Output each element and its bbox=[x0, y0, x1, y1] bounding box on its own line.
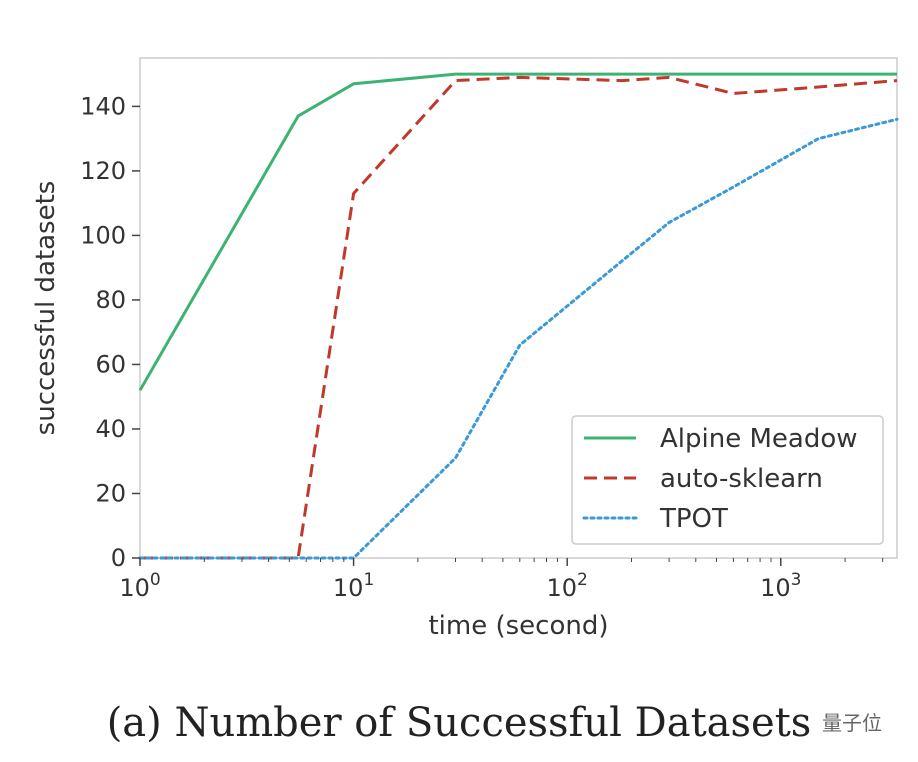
y-tick-label: 40 bbox=[95, 415, 126, 443]
y-tick-label: 140 bbox=[80, 92, 126, 120]
legend-label-alpine-meadow: Alpine Meadow bbox=[660, 424, 858, 454]
y-tick-label: 20 bbox=[95, 479, 126, 507]
legend-label-auto-sklearn: auto-sklearn bbox=[660, 464, 823, 494]
legend-label-tpot: TPOT bbox=[659, 504, 728, 534]
y-tick-label: 100 bbox=[80, 221, 126, 249]
y-tick-label: 60 bbox=[95, 350, 126, 378]
x-tick-label: 103 bbox=[760, 570, 801, 602]
x-axis-label: time (second) bbox=[428, 611, 608, 641]
x-axis-ticks: 100 101 102 103 bbox=[119, 558, 884, 602]
x-tick-label: 101 bbox=[333, 570, 374, 602]
y-tick-label: 80 bbox=[95, 286, 126, 314]
plot-frame bbox=[139, 57, 898, 559]
series-line-tpot bbox=[138, 117, 899, 560]
x-tick-label: 102 bbox=[547, 570, 588, 602]
watermark-text: 量子位 bbox=[822, 711, 882, 735]
figure-caption: (a) Number of Successful Datasets bbox=[107, 700, 812, 746]
series-line-alpine-meadow bbox=[138, 72, 897, 392]
y-axis-ticks: 0 20 40 60 80 100 120 140 bbox=[80, 92, 140, 572]
series-layer bbox=[138, 72, 899, 560]
legend: Alpine Meadow auto-sklearn TPOT bbox=[571, 415, 884, 545]
y-tick-label: 0 bbox=[111, 544, 126, 572]
series-line-auto-sklearn bbox=[140, 75, 898, 560]
x-tick-label: 100 bbox=[119, 570, 160, 602]
y-axis-label: successful datasets bbox=[31, 181, 61, 436]
legend-box bbox=[571, 415, 884, 545]
y-tick-label: 120 bbox=[80, 157, 126, 185]
